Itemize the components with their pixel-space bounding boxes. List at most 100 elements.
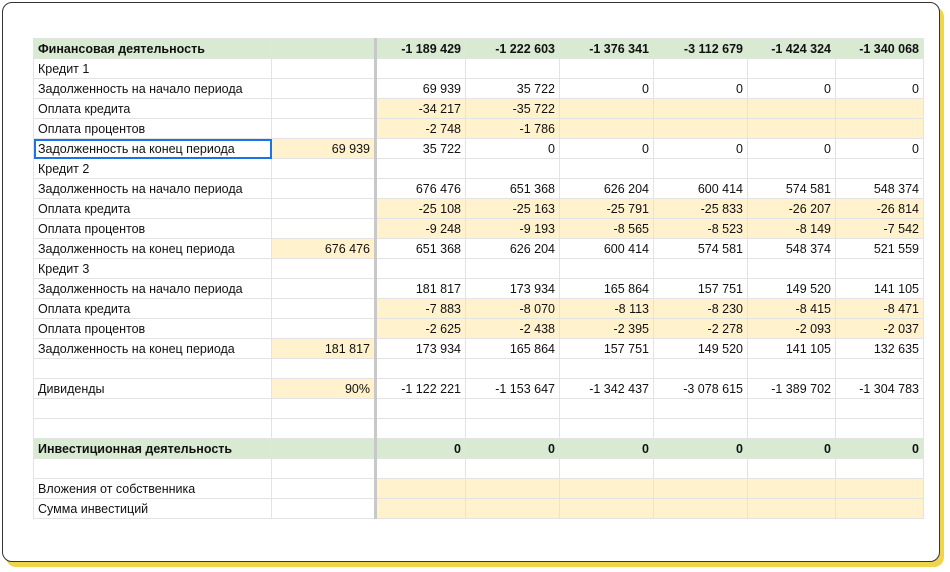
empty-cell[interactable] — [271, 38, 376, 59]
empty-cell[interactable] — [271, 358, 376, 379]
value-cell[interactable] — [559, 98, 654, 119]
input-cell[interactable] — [835, 478, 924, 499]
value-cell[interactable]: -2 748 — [374, 118, 466, 139]
value-cell[interactable]: 574 581 — [653, 238, 748, 259]
selected-cell[interactable]: Задолженность на конец периода — [33, 138, 272, 159]
value-cell[interactable]: -1 340 068 — [835, 38, 924, 59]
value-cell[interactable]: 157 751 — [653, 278, 748, 299]
empty-cell[interactable] — [559, 398, 654, 419]
value-cell[interactable]: 521 559 — [835, 238, 924, 259]
empty-cell[interactable] — [835, 58, 924, 79]
empty-cell[interactable] — [559, 458, 654, 479]
value-cell[interactable]: -1 189 429 — [374, 38, 466, 59]
value-cell[interactable]: 626 204 — [559, 178, 654, 199]
empty-cell[interactable] — [271, 478, 376, 499]
empty-cell[interactable] — [271, 98, 376, 119]
empty-cell[interactable] — [33, 458, 272, 479]
value-cell[interactable]: 173 934 — [465, 278, 560, 299]
empty-cell[interactable] — [271, 298, 376, 319]
row-label[interactable]: Задолженность на начало периода — [33, 178, 272, 199]
value-cell[interactable]: 69 939 — [374, 78, 466, 99]
value-cell[interactable]: -8 149 — [747, 218, 836, 239]
value-cell[interactable]: 0 — [653, 78, 748, 99]
row-label[interactable]: Задолженность на конец периода — [33, 338, 272, 359]
value-cell[interactable] — [747, 98, 836, 119]
value-cell[interactable]: -1 786 — [465, 118, 560, 139]
empty-cell[interactable] — [271, 498, 376, 519]
empty-cell[interactable] — [465, 458, 560, 479]
value-cell[interactable]: -1 424 324 — [747, 38, 836, 59]
empty-cell[interactable] — [835, 358, 924, 379]
row-label[interactable]: Дивиденды — [33, 378, 272, 399]
value-cell[interactable]: -8 523 — [653, 218, 748, 239]
row-label[interactable]: Оплата процентов — [33, 318, 272, 339]
value-cell[interactable]: 0 — [747, 78, 836, 99]
row-label[interactable]: Оплата кредита — [33, 98, 272, 119]
value-cell[interactable]: 574 581 — [747, 178, 836, 199]
value-cell[interactable] — [835, 118, 924, 139]
value-cell[interactable]: -2 395 — [559, 318, 654, 339]
input-cell[interactable] — [465, 498, 560, 519]
empty-cell[interactable] — [747, 258, 836, 279]
empty-cell[interactable] — [653, 458, 748, 479]
value-cell[interactable]: 35 722 — [465, 78, 560, 99]
section-label[interactable]: Инвестиционная деятельность — [33, 438, 272, 459]
value-cell[interactable]: -8 113 — [559, 298, 654, 319]
input-cell[interactable] — [559, 498, 654, 519]
value-cell[interactable]: 149 520 — [747, 278, 836, 299]
value-cell[interactable]: -1 376 341 — [559, 38, 654, 59]
value-cell[interactable]: -25 163 — [465, 198, 560, 219]
value-cell[interactable]: 0 — [835, 78, 924, 99]
empty-cell[interactable] — [559, 358, 654, 379]
row-label[interactable]: Сумма инвестиций — [33, 498, 272, 519]
value-cell[interactable] — [653, 118, 748, 139]
value-cell[interactable]: -8 471 — [835, 298, 924, 319]
row-label[interactable]: Оплата кредита — [33, 298, 272, 319]
value-cell[interactable]: 600 414 — [653, 178, 748, 199]
value-cell[interactable]: -3 112 679 — [653, 38, 748, 59]
empty-cell[interactable] — [271, 198, 376, 219]
empty-cell[interactable] — [271, 78, 376, 99]
empty-cell[interactable] — [747, 418, 836, 439]
value-cell[interactable]: 0 — [465, 138, 560, 159]
empty-cell[interactable] — [271, 438, 376, 459]
value-cell[interactable]: -34 217 — [374, 98, 466, 119]
credit-title[interactable]: Кредит 2 — [33, 158, 272, 179]
value-cell[interactable]: -9 193 — [465, 218, 560, 239]
value-cell[interactable]: 600 414 — [559, 238, 654, 259]
empty-cell[interactable] — [465, 418, 560, 439]
empty-cell[interactable] — [465, 398, 560, 419]
value-cell[interactable]: -25 791 — [559, 198, 654, 219]
empty-cell[interactable] — [835, 398, 924, 419]
empty-cell[interactable] — [33, 358, 272, 379]
empty-cell[interactable] — [271, 258, 376, 279]
value-cell[interactable]: -2 278 — [653, 318, 748, 339]
empty-cell[interactable] — [33, 418, 272, 439]
value-cell[interactable] — [747, 118, 836, 139]
value-cell[interactable]: 0 — [559, 438, 654, 459]
empty-cell[interactable] — [374, 358, 466, 379]
value-cell[interactable]: -35 722 — [465, 98, 560, 119]
empty-cell[interactable] — [747, 158, 836, 179]
empty-cell[interactable] — [374, 458, 466, 479]
value-cell[interactable]: -8 230 — [653, 298, 748, 319]
initial-debt-cell[interactable]: 69 939 — [271, 138, 376, 159]
empty-cell[interactable] — [374, 398, 466, 419]
input-cell[interactable] — [835, 498, 924, 519]
value-cell[interactable]: 548 374 — [747, 238, 836, 259]
row-label[interactable]: Задолженность на начало периода — [33, 78, 272, 99]
empty-cell[interactable] — [271, 118, 376, 139]
empty-cell[interactable] — [653, 398, 748, 419]
value-cell[interactable]: 165 864 — [559, 278, 654, 299]
empty-cell[interactable] — [835, 258, 924, 279]
empty-cell[interactable] — [271, 458, 376, 479]
empty-cell[interactable] — [559, 158, 654, 179]
empty-cell[interactable] — [559, 418, 654, 439]
value-cell[interactable]: -8 070 — [465, 298, 560, 319]
value-cell[interactable]: -26 814 — [835, 198, 924, 219]
empty-cell[interactable] — [835, 418, 924, 439]
row-label[interactable]: Вложения от собственника — [33, 478, 272, 499]
row-label[interactable]: Оплата кредита — [33, 198, 272, 219]
value-cell[interactable]: 0 — [465, 438, 560, 459]
input-cell[interactable] — [747, 478, 836, 499]
